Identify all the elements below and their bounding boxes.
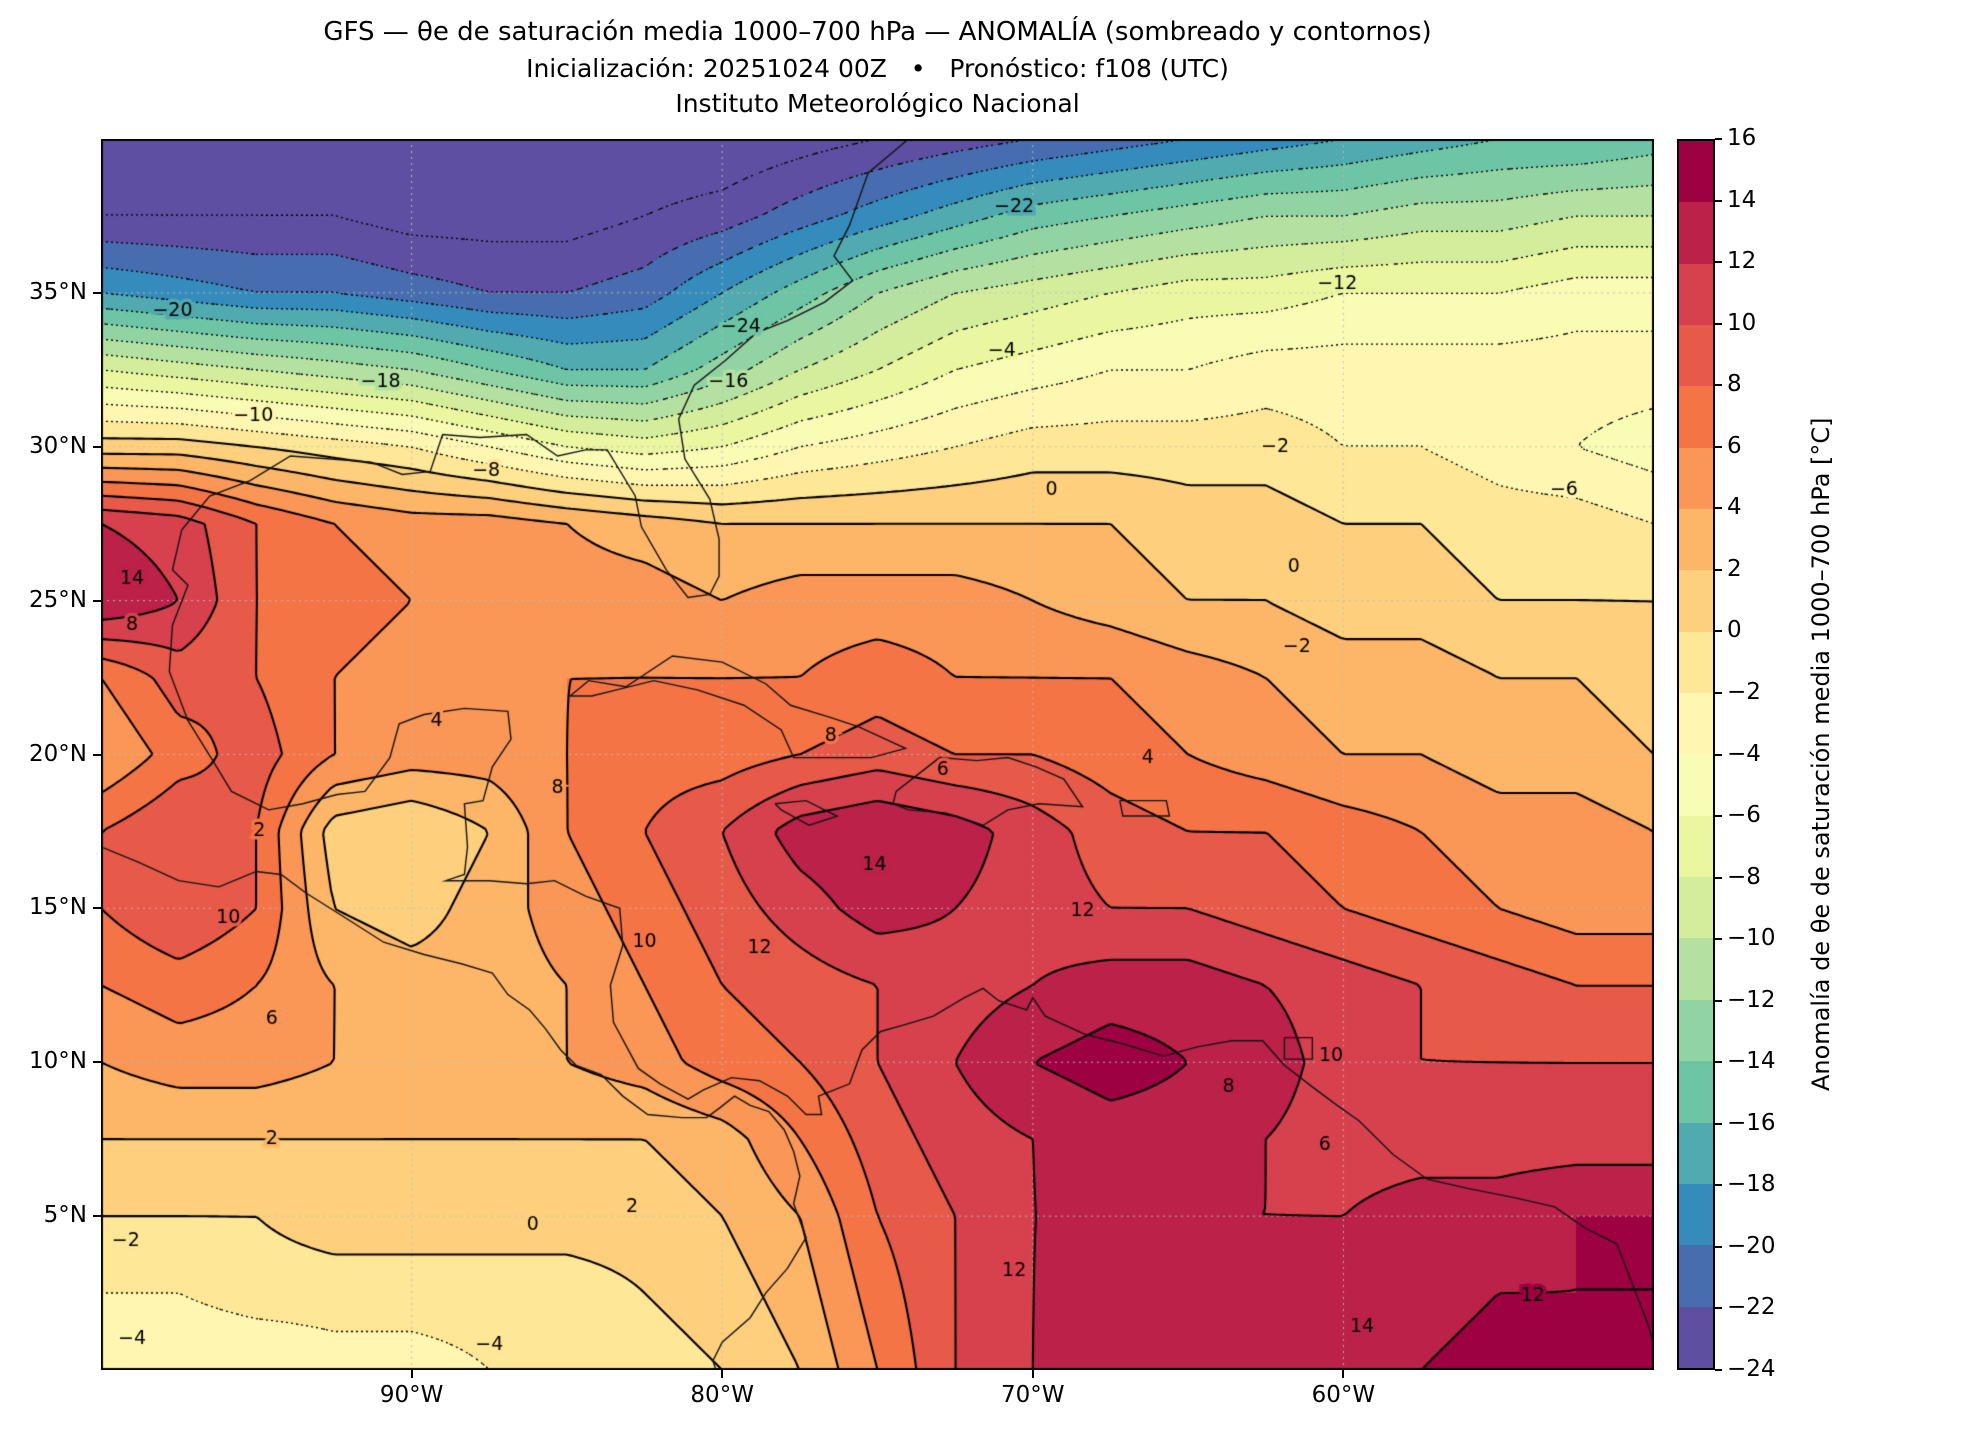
colorbar-segment	[1679, 631, 1713, 694]
colorbar-tick-label: −20	[1727, 1232, 1776, 1259]
y-tick-mark	[93, 753, 101, 756]
colorbar-tick-mark	[1715, 630, 1722, 633]
x-tick-label: 90°W	[379, 1382, 444, 1408]
colorbar-tick-label: 16	[1727, 125, 1757, 151]
colorbar-tick-mark	[1715, 1307, 1722, 1310]
colorbar-tick-label: −12	[1727, 986, 1776, 1013]
colorbar-segment	[1679, 938, 1713, 1000]
colorbar-tick-mark	[1715, 1369, 1722, 1371]
colorbar-tick-mark	[1715, 1184, 1722, 1187]
colorbar-tick-mark	[1715, 322, 1722, 325]
colorbar-tick-label: −24	[1727, 1356, 1776, 1382]
chart-subtitle-init: Inicialización: 20251024 00Z • Pronóstic…	[526, 54, 1229, 83]
colorbar-tick-label: −10	[1727, 925, 1776, 952]
colorbar-tick-label: −16	[1727, 1109, 1776, 1136]
colorbar-segment	[1679, 754, 1713, 816]
colorbar-tick-mark	[1715, 445, 1722, 448]
colorbar-tick-mark	[1715, 1061, 1722, 1064]
colorbar-tick-label: 0	[1727, 617, 1742, 644]
colorbar-segment	[1679, 141, 1713, 203]
y-tick-label: 10°N	[29, 1048, 87, 1075]
colorbar-segment	[1679, 202, 1713, 264]
colorbar-segment	[1679, 1122, 1713, 1184]
colorbar-tick-label: 8	[1727, 371, 1742, 398]
colorbar-tick-label: 14	[1727, 186, 1757, 213]
y-tick-mark	[93, 291, 101, 294]
map-canvas	[101, 139, 1654, 1370]
colorbar-segment	[1679, 1061, 1713, 1123]
chart-subtitle-institution: Instituto Meteorológico Nacional	[675, 89, 1080, 118]
colorbar-tick-mark	[1715, 1122, 1722, 1125]
x-tick-label: 70°W	[1001, 1382, 1065, 1408]
colorbar-segment	[1679, 999, 1713, 1062]
chart-title-block: GFS — θe de saturación media 1000–700 hP…	[101, 14, 1654, 121]
colorbar-tick-mark	[1715, 199, 1722, 202]
colorbar-segment	[1679, 877, 1713, 939]
colorbar-tick-label: 6	[1727, 432, 1742, 459]
colorbar-tick-label: −2	[1727, 678, 1761, 705]
colorbar-tick-label: 10	[1727, 309, 1757, 336]
colorbar-segment	[1679, 263, 1713, 326]
colorbar-tick-mark	[1715, 938, 1722, 941]
colorbar-segment	[1679, 386, 1713, 448]
colorbar-tick-mark	[1715, 138, 1722, 140]
colorbar-segment	[1679, 1306, 1713, 1368]
colorbar-tick-mark	[1715, 261, 1722, 264]
colorbar-tick-label: −22	[1727, 1294, 1776, 1321]
colorbar-tick-label: −14	[1727, 1048, 1776, 1075]
x-tick-mark	[1031, 1370, 1034, 1378]
colorbar-tick-label: 12	[1727, 248, 1757, 275]
colorbar-segment	[1679, 1183, 1713, 1246]
y-tick-label: 5°N	[43, 1202, 87, 1229]
y-tick-label: 35°N	[29, 278, 87, 305]
colorbar	[1677, 139, 1715, 1370]
colorbar-segment	[1679, 1245, 1713, 1307]
map-plot-area	[101, 139, 1654, 1370]
colorbar-tick-label: 2	[1727, 555, 1742, 582]
colorbar-tick-label: −18	[1727, 1171, 1776, 1198]
colorbar-tick-label: 4	[1727, 494, 1742, 521]
y-tick-label: 30°N	[29, 432, 87, 459]
colorbar-tick-label: −6	[1727, 802, 1761, 829]
y-tick-mark	[93, 599, 101, 602]
y-tick-label: 20°N	[29, 740, 87, 767]
x-tick-mark	[410, 1370, 413, 1378]
colorbar-tick-mark	[1715, 691, 1722, 694]
colorbar-tick-mark	[1715, 815, 1722, 818]
colorbar-segment	[1679, 815, 1713, 878]
y-tick-mark	[93, 1215, 101, 1218]
colorbar-tick-mark	[1715, 876, 1722, 879]
x-tick-label: 60°W	[1311, 1382, 1376, 1408]
x-tick-label: 80°W	[690, 1382, 754, 1408]
y-tick-label: 15°N	[29, 894, 87, 921]
colorbar-tick-label: −4	[1727, 740, 1761, 767]
colorbar-tick-mark	[1715, 999, 1722, 1002]
colorbar-tick-mark	[1715, 753, 1722, 756]
colorbar-tick-mark	[1715, 1245, 1722, 1248]
colorbar-segment	[1679, 325, 1713, 387]
colorbar-label: Anomalía de θe de saturación media 1000–…	[1807, 417, 1835, 1092]
colorbar-tick-label: −8	[1727, 863, 1761, 890]
colorbar-segment	[1679, 509, 1713, 571]
colorbar-segment	[1679, 447, 1713, 510]
chart-title: GFS — θe de saturación media 1000–700 hP…	[323, 17, 1432, 47]
y-tick-label: 25°N	[29, 586, 87, 613]
x-tick-mark	[721, 1370, 724, 1378]
colorbar-segment	[1679, 693, 1713, 755]
colorbar-tick-mark	[1715, 507, 1722, 510]
colorbar-segment	[1679, 570, 1713, 632]
colorbar-tick-mark	[1715, 384, 1722, 387]
y-tick-mark	[93, 445, 101, 448]
y-tick-mark	[93, 907, 101, 910]
y-tick-mark	[93, 1061, 101, 1064]
x-tick-mark	[1342, 1370, 1345, 1378]
colorbar-tick-mark	[1715, 568, 1722, 571]
